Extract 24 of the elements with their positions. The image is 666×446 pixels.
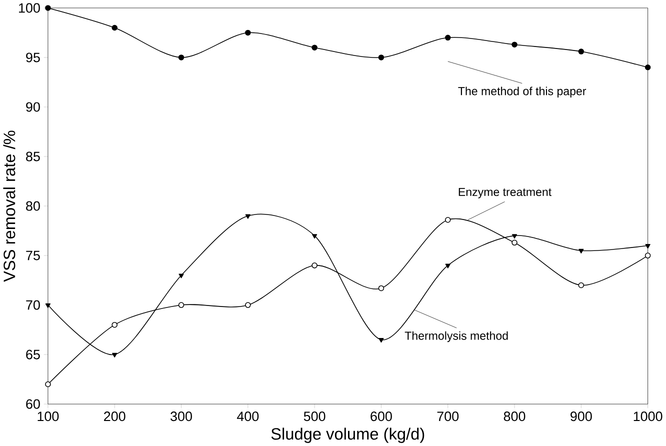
x-tick-label: 400 [236, 411, 259, 422]
legend-label: Thermolysis method [404, 331, 508, 342]
y-tick-label: 75 [26, 250, 40, 260]
x-tick-label: 800 [504, 411, 526, 422]
x-tick-label: 1000 [634, 411, 662, 422]
y-tick-label: 65 [26, 350, 40, 360]
x-tick-label: 900 [570, 411, 592, 422]
x-tick-label: 600 [370, 411, 392, 422]
y-tick-label: 100 [19, 3, 40, 13]
x-tick-label: 300 [170, 411, 192, 422]
x-tick-label: 500 [304, 411, 326, 422]
y-tick-label: 70 [26, 300, 40, 310]
y-tick-label: 80 [26, 201, 40, 211]
x-tick-label: 100 [38, 411, 59, 422]
y-axis-title: VSS removal rate /% [3, 130, 16, 282]
y-tick-label: 85 [26, 152, 40, 162]
y-tick-label: 95 [26, 52, 40, 62]
x-axis-title: Sludge volume (kg/d) [271, 428, 424, 443]
x-tick-label: 200 [104, 411, 126, 422]
y-tick-label: 90 [26, 102, 40, 112]
y-tick-label: 60 [26, 399, 40, 409]
text: The method of this paper [458, 86, 586, 98]
x-tick-label: 700 [437, 411, 459, 422]
series-label: Enzyme treatment [458, 188, 552, 198]
